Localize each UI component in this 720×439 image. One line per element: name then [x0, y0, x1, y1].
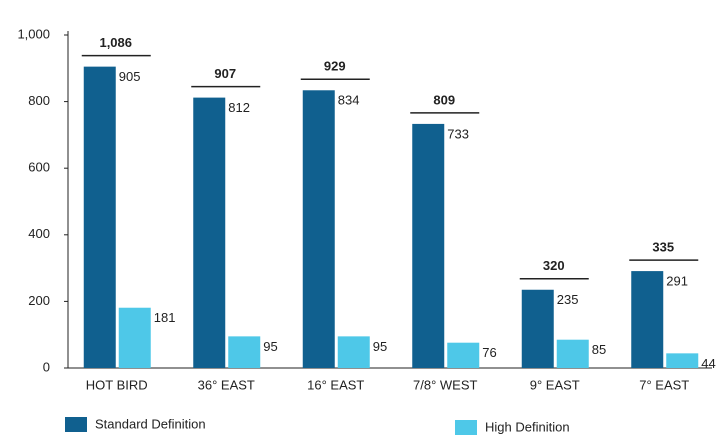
- legend-label: Standard Definition: [95, 416, 206, 431]
- bar: [118, 307, 151, 368]
- total-label: 929: [324, 59, 346, 74]
- bar: [631, 271, 664, 368]
- y-tick-label: 0: [43, 359, 50, 374]
- value-label: 95: [263, 339, 277, 354]
- bar: [193, 97, 226, 368]
- x-tick-label: HOT BIRD: [86, 377, 148, 392]
- y-tick-label: 400: [28, 226, 50, 241]
- x-tick-label: 16° EAST: [307, 377, 364, 392]
- value-label: 733: [447, 126, 469, 141]
- total-label: 907: [214, 66, 236, 81]
- total-label: 320: [543, 258, 565, 273]
- y-tick-label: 200: [28, 293, 50, 308]
- value-label: 235: [557, 292, 579, 307]
- value-label: 95: [373, 339, 387, 354]
- value-label: 812: [228, 100, 250, 115]
- y-tick-label: 800: [28, 93, 50, 108]
- bar: [302, 90, 335, 368]
- bar: [556, 339, 589, 368]
- x-tick-label: 9° EAST: [530, 377, 580, 392]
- bar: [666, 353, 699, 368]
- bar: [521, 289, 554, 368]
- bar: [83, 66, 116, 368]
- legend-label: High Definition: [485, 419, 570, 434]
- bar: [337, 336, 370, 368]
- x-tick-label: 7/8° WEST: [413, 377, 477, 392]
- bar: [228, 336, 261, 368]
- total-label: 1,086: [99, 35, 132, 50]
- legend-swatch: [65, 417, 87, 432]
- y-tick-label: 1,000: [17, 26, 50, 41]
- bar: [412, 123, 445, 368]
- value-label: 291: [666, 274, 688, 289]
- value-label: 44: [701, 356, 715, 371]
- value-label: 76: [482, 345, 496, 360]
- value-label: 834: [338, 93, 360, 108]
- value-label: 85: [592, 342, 606, 357]
- bar: [447, 342, 480, 368]
- legend-swatch: [455, 420, 477, 435]
- total-label: 335: [652, 240, 674, 255]
- value-label: 905: [119, 69, 141, 84]
- x-tick-label: 7° EAST: [639, 377, 689, 392]
- value-label: 181: [154, 310, 176, 325]
- x-tick-label: 36° EAST: [198, 377, 255, 392]
- y-tick-label: 600: [28, 160, 50, 175]
- total-label: 809: [433, 92, 455, 107]
